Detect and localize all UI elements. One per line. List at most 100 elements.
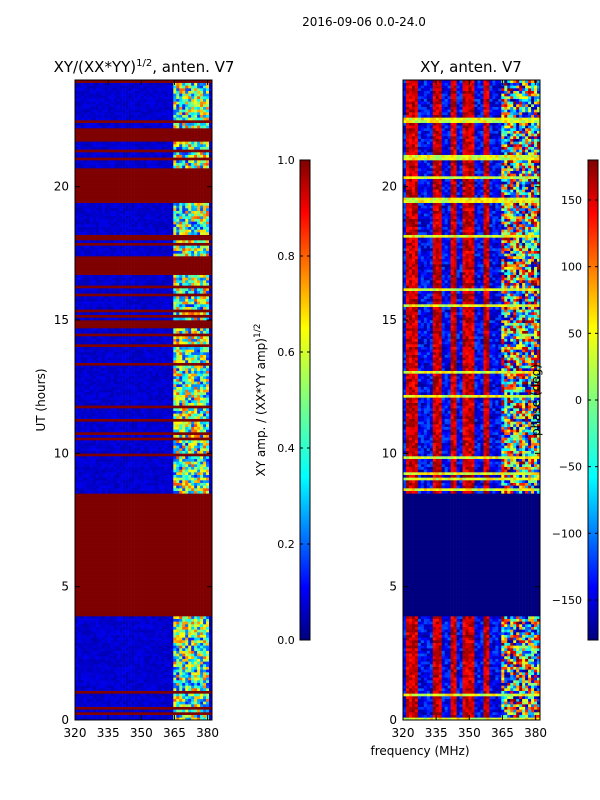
heatmap-cell <box>123 544 126 547</box>
heatmap-cell <box>135 661 138 664</box>
heatmap-cell <box>176 453 179 456</box>
heatmap-cell <box>146 643 149 646</box>
heatmap-cell <box>206 680 209 683</box>
heatmap-cell <box>108 592 111 595</box>
heatmap-cell <box>146 701 149 704</box>
heatmap-cell <box>93 635 96 638</box>
heatmap-cell <box>105 456 108 459</box>
heatmap-cell <box>203 568 206 571</box>
heatmap-cell <box>206 704 209 707</box>
heatmap-cell <box>191 627 194 630</box>
heatmap-cell <box>93 669 96 672</box>
heatmap-cell <box>179 704 182 707</box>
heatmap-cell <box>114 701 117 704</box>
heatmap-cell <box>170 467 173 470</box>
heatmap-cell <box>188 507 191 510</box>
heatmap-cell <box>185 712 188 715</box>
heatmap-cell <box>155 435 158 438</box>
heatmap-cell <box>164 515 167 518</box>
heatmap-cell <box>173 669 176 672</box>
heatmap-cell <box>182 576 185 579</box>
heatmap-cell <box>173 483 176 486</box>
heatmap-cell <box>81 472 84 475</box>
heatmap-cell <box>129 576 132 579</box>
heatmap-cell <box>87 440 90 443</box>
heatmap-cell <box>155 629 158 632</box>
heatmap-cell <box>194 576 197 579</box>
heatmap-cell <box>144 456 147 459</box>
heatmap-cell <box>93 605 96 608</box>
heatmap-cell <box>191 472 194 475</box>
heatmap-cell <box>90 539 93 542</box>
heatmap-cell <box>185 528 188 531</box>
heatmap-cell <box>84 573 87 576</box>
heatmap-cell <box>152 453 155 456</box>
heatmap-cell <box>78 531 81 534</box>
heatmap-cell <box>132 501 135 504</box>
heatmap-cell <box>105 605 108 608</box>
heatmap-cell <box>179 701 182 704</box>
heatmap-cell <box>182 653 185 656</box>
heatmap-cell <box>155 611 158 614</box>
heatmap-cell <box>138 664 141 667</box>
heatmap-cell <box>179 699 182 702</box>
heatmap-cell <box>158 600 161 603</box>
heatmap-cell <box>164 712 167 715</box>
heatmap-cell <box>78 461 81 464</box>
heatmap-cell <box>144 509 147 512</box>
heatmap-cell <box>152 685 155 688</box>
heatmap-cell <box>144 491 147 494</box>
heatmap-cell <box>158 691 161 694</box>
heatmap-cell <box>81 589 84 592</box>
heatmap-cell <box>194 608 197 611</box>
heatmap-cell <box>167 632 170 635</box>
heatmap-cell <box>144 616 147 619</box>
heatmap-cell <box>135 688 138 691</box>
heatmap-cell <box>167 528 170 531</box>
heatmap-cell <box>191 645 194 648</box>
heatmap-cell <box>120 531 123 534</box>
heatmap-cell <box>158 536 161 539</box>
heatmap-cell <box>176 464 179 467</box>
heatmap-cell <box>167 600 170 603</box>
heatmap-cell <box>132 552 135 555</box>
heatmap-cell <box>87 443 90 446</box>
heatmap-cell <box>132 451 135 454</box>
heatmap-cell <box>197 499 200 502</box>
heatmap-cell <box>155 536 158 539</box>
heatmap-cell <box>126 693 129 696</box>
heatmap-cell <box>90 573 93 576</box>
heatmap-cell <box>126 600 129 603</box>
heatmap-cell <box>179 448 182 451</box>
heatmap-cell <box>138 693 141 696</box>
heatmap-cell <box>135 453 138 456</box>
heatmap-cell <box>146 568 149 571</box>
heatmap-cell <box>123 653 126 656</box>
heatmap-cell <box>120 645 123 648</box>
heatmap-cell <box>132 496 135 499</box>
heatmap-cell <box>144 712 147 715</box>
heatmap-cell <box>78 525 81 528</box>
heatmap-cell <box>129 704 132 707</box>
heatmap-cell <box>135 589 138 592</box>
heatmap-cell <box>155 643 158 646</box>
heatmap-cell <box>111 696 114 699</box>
heatmap-cell <box>144 517 147 520</box>
heatmap-cell <box>149 645 152 648</box>
heatmap-cell <box>114 576 117 579</box>
heatmap-cell <box>138 675 141 678</box>
heatmap-cell <box>126 469 129 472</box>
heatmap-cell <box>173 656 176 659</box>
heatmap-cell <box>117 640 120 643</box>
heatmap-cell <box>155 645 158 648</box>
heatmap-cell <box>123 571 126 574</box>
heatmap-cell <box>126 565 129 568</box>
heatmap-cell <box>179 605 182 608</box>
heatmap-cell <box>197 635 200 638</box>
heatmap-cell <box>146 557 149 560</box>
heatmap-cell <box>105 429 108 432</box>
heatmap-cell <box>191 683 194 686</box>
heatmap-cell <box>99 627 102 630</box>
heatmap-cell <box>120 549 123 552</box>
heatmap-cell <box>114 440 117 443</box>
